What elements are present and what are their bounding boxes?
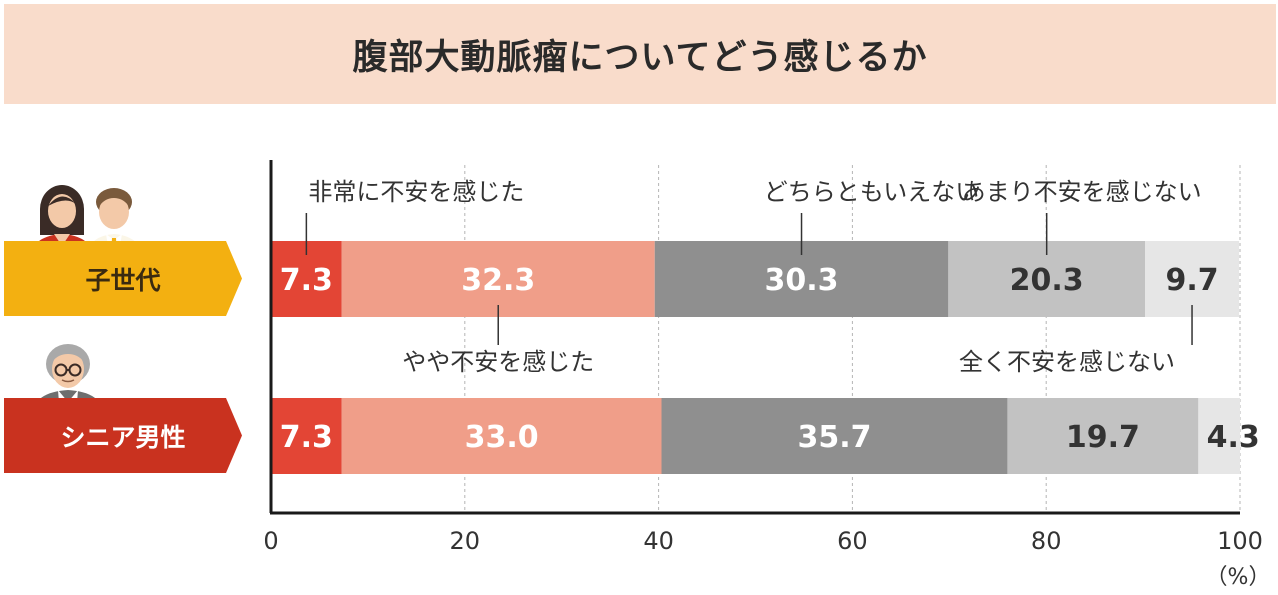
row-label-senior-men: シニア男性 [4, 398, 242, 473]
data-label: 7.3 [280, 263, 333, 298]
bar-segment [341, 241, 655, 317]
data-label: 4.3 [1207, 420, 1260, 455]
x-tick-label: 20 [450, 527, 481, 555]
x-axis-unit: （%） [1206, 565, 1271, 590]
data-label: 30.3 [765, 263, 839, 298]
data-label: 20.3 [1010, 263, 1084, 298]
data-label: 35.7 [797, 420, 871, 455]
bar-segment [1007, 398, 1199, 474]
x-tick-label: 40 [643, 527, 674, 555]
data-label: 7.3 [280, 420, 333, 455]
bar-segment [341, 398, 662, 474]
data-label: 33.0 [465, 420, 539, 455]
series-annotation: やや不安を感じた [402, 348, 594, 376]
chart-title: 腹部大動脈瘤についてどう感じるか [352, 37, 928, 78]
bar-segment [1198, 398, 1240, 474]
x-tick-label: 0 [263, 527, 278, 555]
series-annotation: 全く不安を感じない [959, 348, 1175, 376]
row-label-text: 子世代 [85, 265, 161, 295]
series-annotation: 非常に不安を感じた [308, 178, 524, 206]
chart-title-bar: 腹部大動脈瘤についてどう感じるか [4, 4, 1276, 104]
x-tick-label: 100 [1217, 527, 1263, 555]
bar-segment [1145, 241, 1240, 317]
bar-segment [271, 398, 342, 474]
x-tick-label: 60 [837, 527, 868, 555]
data-label: 19.7 [1066, 420, 1140, 455]
x-tick-label: 80 [1031, 527, 1062, 555]
series-annotation: どちらともいえない [764, 178, 980, 206]
row-label-child-generation: 子世代 [4, 241, 242, 316]
series-annotation: あまり不安を感じない [962, 178, 1202, 206]
data-label: 32.3 [461, 263, 535, 298]
row-label-text: シニア男性 [60, 422, 186, 452]
data-label: 9.7 [1165, 263, 1218, 298]
bar-segment [661, 398, 1008, 474]
